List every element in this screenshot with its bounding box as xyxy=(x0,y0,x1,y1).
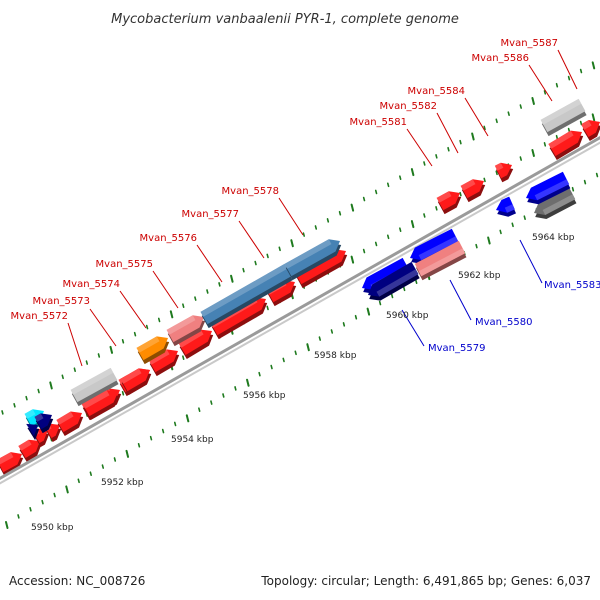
gene-label-mvan-5584: Mvan_5584 xyxy=(408,86,465,97)
gene-arrow-blue-reverse-c xyxy=(526,171,571,205)
gene-arrow-mvan-5573 xyxy=(82,390,120,421)
background-gene-arrow-13 xyxy=(548,130,584,161)
gene-arrow-mvan-5578 xyxy=(284,239,342,281)
tick-label-5960: 5960 kbp xyxy=(386,311,429,321)
leader-lines xyxy=(67,49,578,367)
tick-row-lower xyxy=(5,172,599,529)
leader-line-mvan-5577 xyxy=(238,220,265,259)
leader-line-mvan-5584 xyxy=(464,97,489,137)
gene-label-mvan-5583: Mvan_5583 xyxy=(544,280,600,291)
tick-label-5950: 5950 kbp xyxy=(31,523,74,533)
leader-line-mvan-5581 xyxy=(406,128,433,167)
tick-labels: 5950 kbp 5952 kbp 5954 kbp 5956 kbp 5958 kbp… xyxy=(31,233,575,533)
leader-line-mvan-5578 xyxy=(278,197,304,236)
leader-line-mvan-5582 xyxy=(436,112,459,154)
tick-label-5962: 5962 kbp xyxy=(458,271,501,281)
background-gene-arrow-8 xyxy=(148,349,180,377)
gene-arrow-mvan-5580 xyxy=(414,240,467,281)
gene-label-mvan-5577: Mvan_5577 xyxy=(182,209,239,220)
background-gene-arrow-5 xyxy=(56,411,84,437)
tick-label-5954: 5954 kbp xyxy=(171,435,214,445)
gene-arrow-mvan-5582 xyxy=(460,179,486,203)
genome-title: Mycobacterium vanbaalenii PYR-1, complet… xyxy=(111,12,459,27)
gene-arrow-mvan-5587 xyxy=(581,120,600,142)
background-gene-arrow-9 xyxy=(178,329,214,360)
leader-line-mvan-5574 xyxy=(119,290,147,329)
leader-line-mvan-5580 xyxy=(449,279,472,321)
gene-label-mvan-5572: Mvan_5572 xyxy=(11,311,68,322)
tick-label-5958: 5958 kbp xyxy=(314,351,357,361)
gene-label-mvan-5573: Mvan_5573 xyxy=(33,296,90,307)
gene-label-mvan-5587: Mvan_5587 xyxy=(501,38,558,49)
backbone-line-bottom xyxy=(0,141,600,485)
accession-text: Accession: NC_008726 xyxy=(9,574,146,588)
leader-line-mvan-5586 xyxy=(528,64,553,102)
leader-line-mvan-5576 xyxy=(196,244,223,283)
background-gene-arrow-navy-small xyxy=(34,413,54,434)
gene-arrow-mvan-5577 xyxy=(200,263,293,329)
gene-arrow-blue-reverse-b xyxy=(410,228,460,265)
gene-arrow-mvan-5575 xyxy=(136,336,170,365)
tick-row-upper xyxy=(1,61,596,415)
tick-rows xyxy=(1,61,599,529)
gene-arrow-mvan-5574 xyxy=(120,368,152,396)
gene-label-mvan-5581: Mvan_5581 xyxy=(350,117,407,128)
gene-label-mvan-5575: Mvan_5575 xyxy=(96,259,153,270)
background-gene-arrow-grey-right xyxy=(534,186,577,220)
background-gene-arrow-navy-tiny xyxy=(26,423,40,440)
gene-arrow-mvan-5579 xyxy=(368,261,420,301)
background-gene-arrow-1 xyxy=(0,452,24,477)
tick-label-5952: 5952 kbp xyxy=(101,478,144,488)
backbone-line-top xyxy=(0,135,600,481)
gene-label-mvan-5576: Mvan_5576 xyxy=(140,233,197,244)
leader-line-mvan-5587 xyxy=(557,49,578,90)
tick-label-5956: 5956 kbp xyxy=(243,391,286,401)
gene-label-mvan-5586: Mvan_5586 xyxy=(472,53,529,64)
leader-line-mvan-5573 xyxy=(89,308,117,347)
leader-line-mvan-5579 xyxy=(401,309,425,347)
gene-labels: Mvan_5572 Mvan_5573 Mvan_5574 Mvan_5575 Mvan… xyxy=(11,38,600,354)
background-gene-arrow-2 xyxy=(18,439,42,462)
genome-backbone xyxy=(0,135,600,485)
gene-label-mvan-5579: Mvan_5579 xyxy=(428,343,485,354)
gene-label-mvan-5582: Mvan_5582 xyxy=(380,101,437,112)
tick-label-5964: 5964 kbp xyxy=(532,233,575,243)
gene-arrow-mvan-5581 xyxy=(436,191,462,215)
gene-arrow-mvan-5586 xyxy=(540,98,587,137)
gene-arrow-mvan-5576 xyxy=(166,315,206,347)
leader-line-mvan-5583 xyxy=(519,239,543,284)
gene-label-mvan-5580: Mvan_5580 xyxy=(475,317,532,328)
gene-arrow-mvan-5572 xyxy=(70,367,119,407)
gene-label-mvan-5574: Mvan_5574 xyxy=(63,279,120,290)
leader-line-mvan-5575 xyxy=(152,270,179,309)
genome-summary-text: Topology: circular; Length: 6,491,865 bp… xyxy=(261,574,591,588)
leader-line-mvan-5572 xyxy=(67,322,83,367)
gene-label-mvan-5578: Mvan_5578 xyxy=(222,186,279,197)
gene-arrow-mvan-5584 xyxy=(494,162,514,183)
gene-arrows xyxy=(70,98,600,421)
gene-arrow-mvan-5583 xyxy=(496,196,517,217)
